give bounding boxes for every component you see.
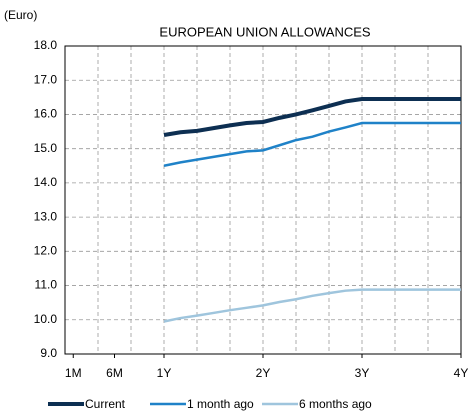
y-tick-label: 14.0 bbox=[34, 175, 58, 189]
y-tick-label: 15.0 bbox=[34, 141, 58, 155]
y-tick-label: 17.0 bbox=[34, 72, 58, 86]
x-tick-label: 3Y bbox=[355, 366, 370, 380]
series-line bbox=[163, 97, 461, 137]
x-tick-label: 1Y bbox=[157, 366, 172, 380]
y-tick-label: 13.0 bbox=[34, 209, 58, 223]
y-tick-label: 10.0 bbox=[34, 312, 58, 326]
series-line bbox=[163, 288, 461, 323]
legend-label: 1 month ago bbox=[187, 397, 254, 411]
x-tick-label: 6M bbox=[106, 366, 123, 380]
y-tick-label: 16.0 bbox=[34, 107, 58, 121]
x-tick-label: 2Y bbox=[256, 366, 271, 380]
chart-title: EUROPEAN UNION ALLOWANCES bbox=[159, 24, 371, 39]
legend-label: 6 months ago bbox=[299, 397, 372, 411]
y-tick-label: 18.0 bbox=[34, 38, 58, 52]
y-axis-label: (Euro) bbox=[4, 8, 37, 22]
series-line bbox=[163, 121, 461, 168]
y-tick-label: 9.0 bbox=[40, 346, 57, 360]
x-tick-label: 4Y bbox=[454, 366, 469, 380]
y-tick-label: 12.0 bbox=[34, 244, 58, 258]
legend-label: Current bbox=[85, 397, 126, 411]
x-tick-label: 1M bbox=[65, 366, 82, 380]
plot-frame bbox=[64, 45, 462, 355]
y-tick-label: 11.0 bbox=[35, 278, 58, 292]
